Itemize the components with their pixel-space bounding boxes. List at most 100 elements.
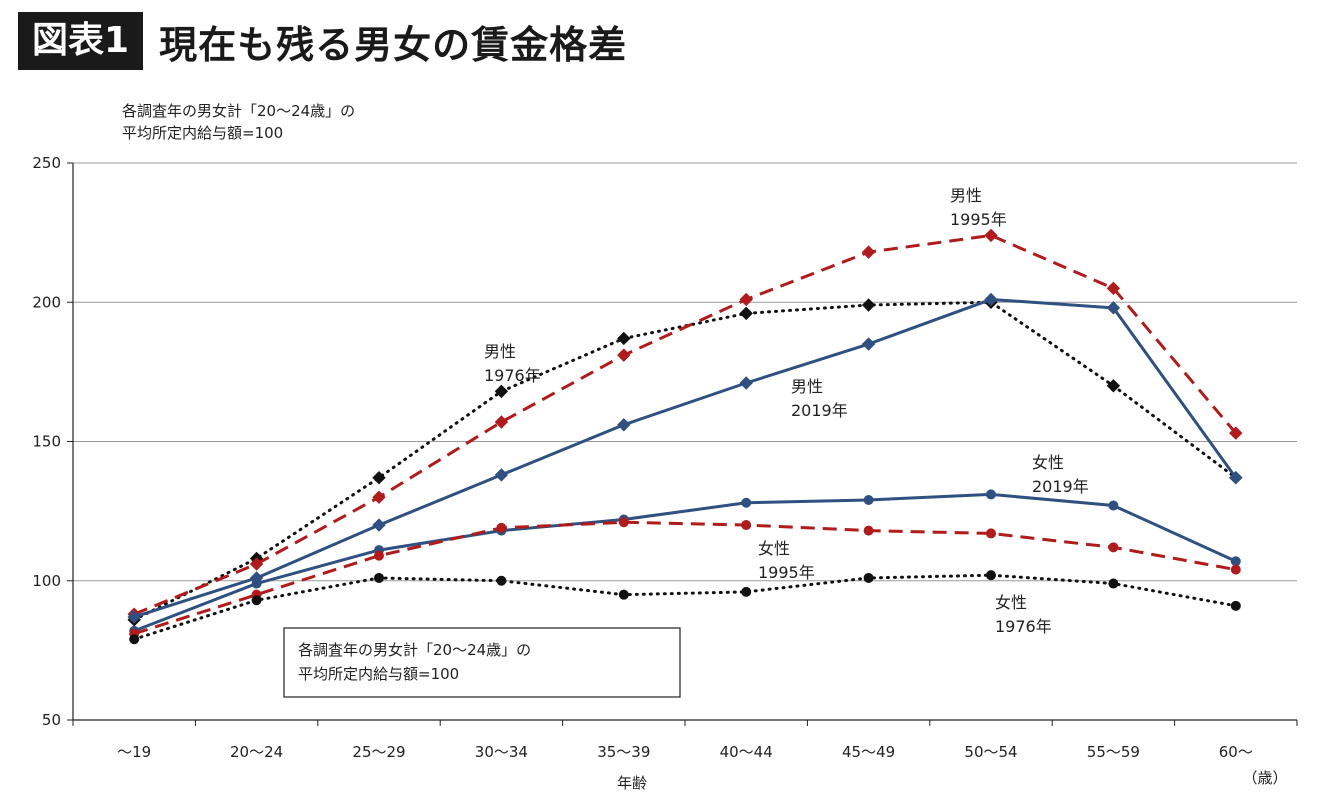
data-point-circle (1230, 556, 1241, 567)
x-tick-label: 35～39 (597, 743, 650, 761)
data-point-diamond (1106, 281, 1121, 296)
data-point-circle (741, 497, 752, 508)
series-label-line: 1995年 (758, 563, 815, 582)
data-point-diamond (739, 376, 753, 390)
axes: 50 100 150 200 250 ～19 20～24 25～29 30～34 35～39 40～… (32, 154, 1298, 761)
data-point-circle (618, 517, 629, 528)
x-tick-label: 50～54 (964, 743, 1017, 761)
figure-header: 図表1 現在も残る男女の賃金格差 (18, 12, 627, 70)
data-point-circle (374, 550, 384, 561)
note-box-frame (283, 627, 681, 698)
data-point-circle (618, 589, 629, 600)
x-tick-label: ～19 (117, 743, 151, 761)
data-point-circle (251, 595, 262, 606)
series-label-line: 女性 (1032, 453, 1064, 472)
note-box-line-1: 各調査年の男女計「20～24歳」の (298, 641, 531, 659)
data-point-diamond (1229, 426, 1243, 440)
series-label-line: 1995年 (950, 210, 1007, 229)
data-point-diamond (372, 470, 386, 485)
data-point-diamond (372, 490, 386, 504)
data-point-circle (986, 528, 996, 539)
data-point-diamond (739, 306, 753, 321)
series-line (132, 573, 1238, 641)
data-point-circle (1230, 600, 1241, 611)
series-label-line: 2019年 (791, 401, 848, 420)
data-point-diamond (861, 337, 876, 351)
figure-title: 現在も残る男女の賃金格差 (159, 22, 628, 67)
x-tick-label: 45～49 (842, 743, 895, 761)
y-tick-label: 100 (32, 572, 61, 590)
x-axis-label: 年齢 (617, 774, 647, 792)
data-point-diamond (1106, 301, 1121, 315)
data-point-circle (986, 570, 996, 581)
series-line (133, 520, 1237, 636)
data-point-diamond (984, 292, 998, 307)
y-tick-label: 150 (32, 433, 61, 451)
x-tick-label: 25～29 (352, 743, 405, 761)
data-point-diamond (617, 331, 631, 346)
series-2 (127, 292, 1243, 624)
data-point-circle (251, 578, 262, 589)
x-tick-label: 60～ (1219, 743, 1253, 761)
data-point-circle (1108, 500, 1119, 511)
x-axis-unit: （歳） (1242, 769, 1287, 787)
data-point-diamond (127, 610, 141, 624)
note-top-line-2: 平均所定内給与額=100 (122, 124, 283, 142)
series-label-line: 女性 (758, 539, 790, 558)
series-4 (129, 517, 1241, 639)
note-top-line-1: 各調査年の男女計「20～24歳」の (122, 102, 355, 120)
y-tick-label: 200 (32, 293, 61, 311)
series-lines (127, 228, 1243, 645)
data-point-diamond (494, 468, 509, 482)
data-point-circle (986, 489, 996, 500)
note-box: 各調査年の男女計「20～24歳」の 平均所定内給与額=100 (283, 627, 681, 698)
data-point-circle (1108, 542, 1119, 553)
series-line (133, 297, 1238, 619)
figure-number-badge: 図表1 (18, 12, 144, 70)
data-point-diamond (984, 228, 998, 243)
data-point-diamond (249, 557, 264, 571)
series-3 (129, 489, 1241, 636)
data-point-diamond (494, 384, 509, 399)
series-label-line: 1976年 (484, 366, 541, 385)
data-point-circle (496, 522, 507, 533)
data-point-diamond (494, 415, 509, 429)
data-point-circle (1230, 564, 1241, 575)
data-point-diamond (739, 292, 753, 307)
series-line (133, 492, 1237, 633)
x-tick-label: 30～34 (475, 743, 528, 761)
series-label-line: 1976年 (995, 617, 1052, 636)
data-point-diamond (617, 348, 631, 362)
data-point-circle (863, 494, 874, 505)
series-line (133, 233, 1237, 616)
data-point-circle (374, 572, 384, 583)
note-box-line-2: 平均所定内給与額=100 (298, 665, 459, 683)
y-tick-label: 250 (32, 154, 61, 172)
data-point-diamond (1229, 470, 1243, 485)
data-point-circle (741, 586, 752, 597)
series-label-line: 男性 (484, 342, 516, 361)
y-tick-label: 50 (42, 711, 61, 729)
data-point-circle (1108, 578, 1119, 589)
data-point-diamond (372, 518, 386, 532)
series-label-line: 女性 (995, 593, 1027, 612)
series-0 (127, 295, 1243, 627)
data-point-diamond (1106, 379, 1121, 393)
series-5 (129, 570, 1241, 645)
data-point-circle (863, 525, 874, 536)
gridlines (73, 162, 1297, 582)
data-point-diamond (861, 245, 876, 259)
series-label-line: 男性 (791, 377, 823, 396)
series-label-line: 2019年 (1032, 477, 1089, 496)
data-point-circle (863, 572, 874, 583)
x-tick-label: 20～24 (230, 743, 283, 761)
series-label-line: 男性 (950, 186, 982, 205)
data-point-circle (741, 520, 752, 531)
data-point-diamond (617, 418, 631, 432)
series-labels: 男性1976年男性1995年男性2019年女性2019年女性1995年女性197… (484, 186, 1089, 636)
x-tick-label: 55～59 (1087, 743, 1140, 761)
data-point-circle (129, 634, 140, 645)
data-point-circle (496, 575, 507, 586)
x-tick-label: 40～44 (720, 743, 773, 761)
